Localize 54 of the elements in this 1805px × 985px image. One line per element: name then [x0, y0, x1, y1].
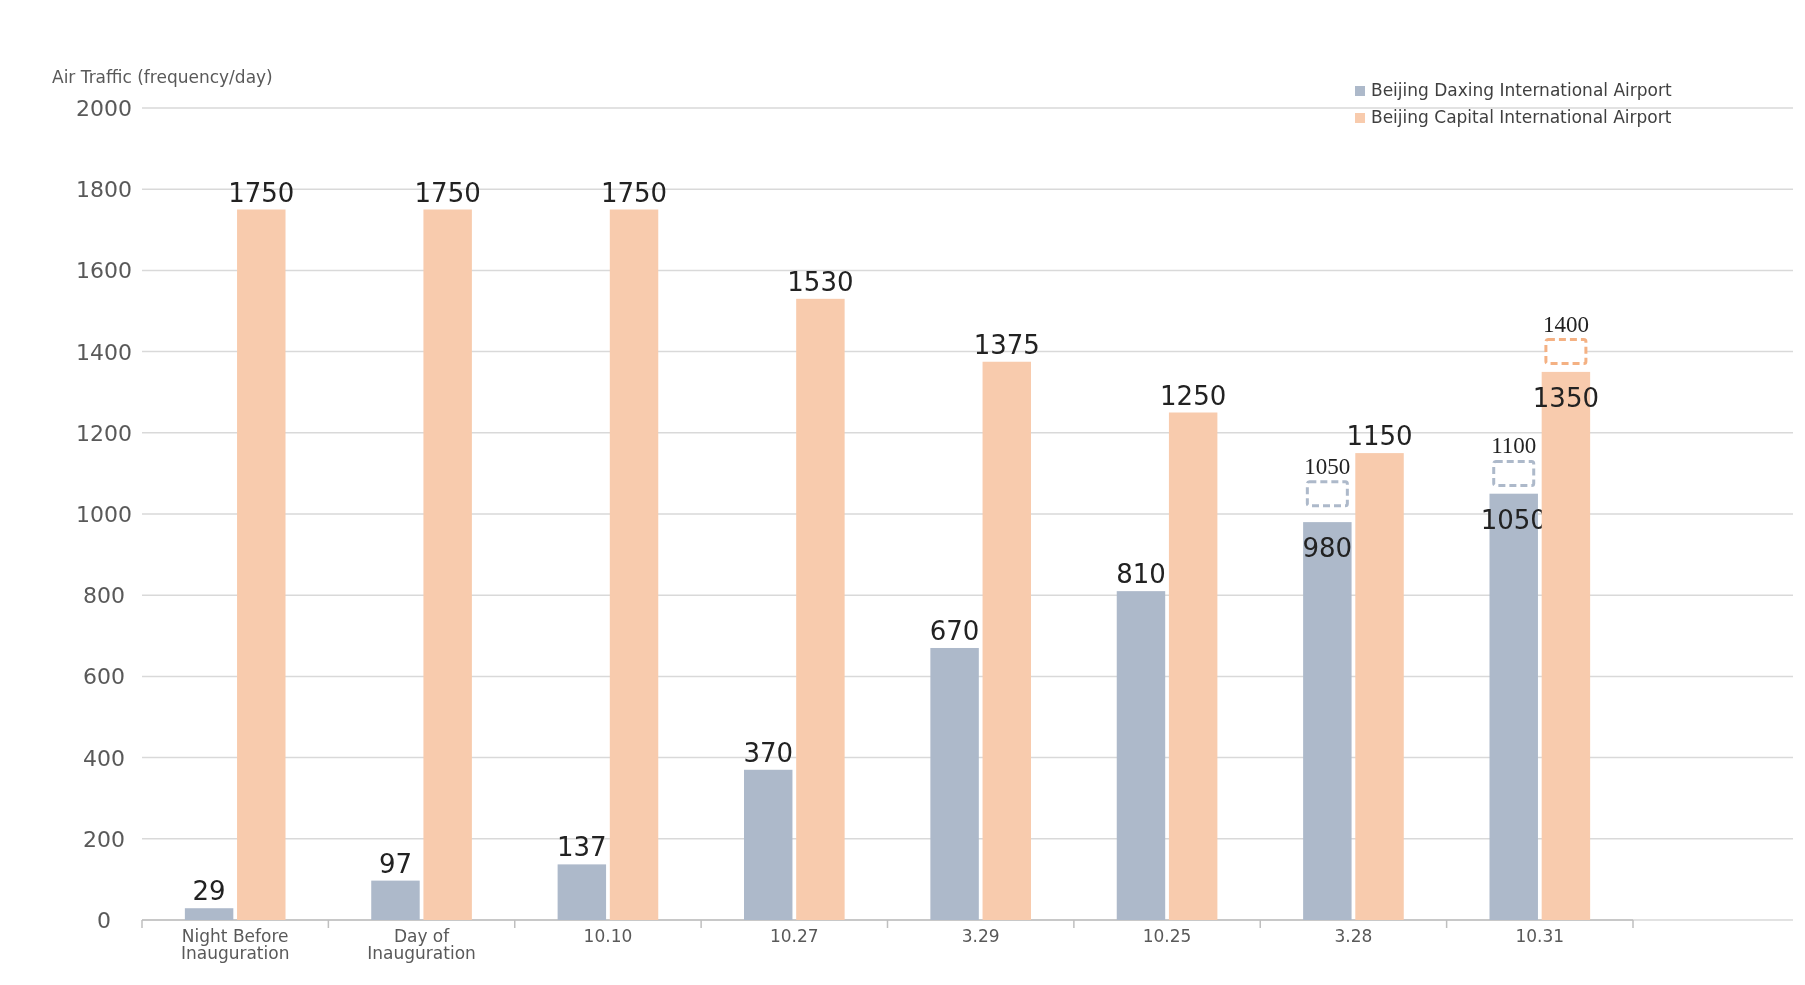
data-label: 1250 — [1160, 380, 1227, 411]
bar — [1355, 453, 1404, 920]
bar — [796, 298, 845, 920]
y-tick-label: 1000 — [76, 502, 132, 527]
bar — [184, 908, 234, 920]
x-tick-label: 10.31 — [1515, 926, 1565, 946]
legend-label: Beijing Daxing International Airport — [1371, 80, 1672, 100]
data-label: 1750 — [600, 177, 668, 208]
y-tick-label: 800 — [83, 583, 125, 609]
x-tick-label: 10.10 — [583, 926, 633, 946]
y-tick-label: 0 — [97, 908, 111, 933]
data-label: 980 — [1302, 533, 1353, 564]
bar — [1116, 591, 1166, 920]
y-tick-label: 1800 — [76, 177, 132, 203]
data-label: 810 — [1116, 559, 1166, 590]
y-axis-title: Air Traffic (frequency/day) — [52, 67, 273, 87]
x-tick-label: 3.29 — [961, 926, 1000, 946]
x-tick-label: 3.28 — [1334, 926, 1373, 946]
bar — [237, 209, 286, 920]
data-label: 1400 — [1542, 311, 1589, 337]
y-tick-label: 200 — [83, 826, 125, 852]
bar — [743, 769, 793, 920]
data-label: 370 — [743, 737, 794, 768]
x-tick-label: Day of Inauguration — [367, 926, 476, 963]
bar — [1168, 412, 1218, 920]
bar — [930, 647, 979, 920]
y-tick-label: 1400 — [76, 339, 132, 365]
data-label: 1530 — [787, 266, 854, 297]
data-label: 137 — [557, 832, 607, 863]
y-tick-label: 600 — [83, 664, 125, 690]
x-tick-label: 10.27 — [769, 926, 819, 946]
data-label: 1750 — [414, 177, 481, 208]
x-tick-label: 10.25 — [1142, 926, 1192, 946]
legend-label: Beijing Capital International Airport — [1371, 107, 1672, 127]
y-tick-label: 1600 — [76, 258, 132, 284]
data-label: 1050 — [1304, 453, 1351, 479]
bar — [371, 880, 420, 920]
y-tick-label: 2000 — [76, 96, 132, 121]
data-label: 1100 — [1491, 433, 1537, 459]
bar — [1303, 522, 1352, 920]
data-label: 670 — [929, 615, 980, 646]
data-label: 29 — [192, 876, 226, 907]
data-label: 1375 — [973, 329, 1040, 360]
data-label: 1750 — [228, 177, 295, 208]
data-label: 97 — [378, 848, 413, 879]
bar — [557, 864, 607, 920]
bar — [609, 209, 659, 920]
data-label: 1350 — [1532, 382, 1599, 413]
y-tick-label: 400 — [83, 745, 125, 771]
bar — [423, 209, 472, 920]
data-label: 1150 — [1346, 421, 1413, 452]
x-tick-label: Night Before Inauguration — [180, 926, 290, 963]
y-tick-label: 1200 — [76, 420, 132, 446]
bar — [982, 361, 1032, 920]
